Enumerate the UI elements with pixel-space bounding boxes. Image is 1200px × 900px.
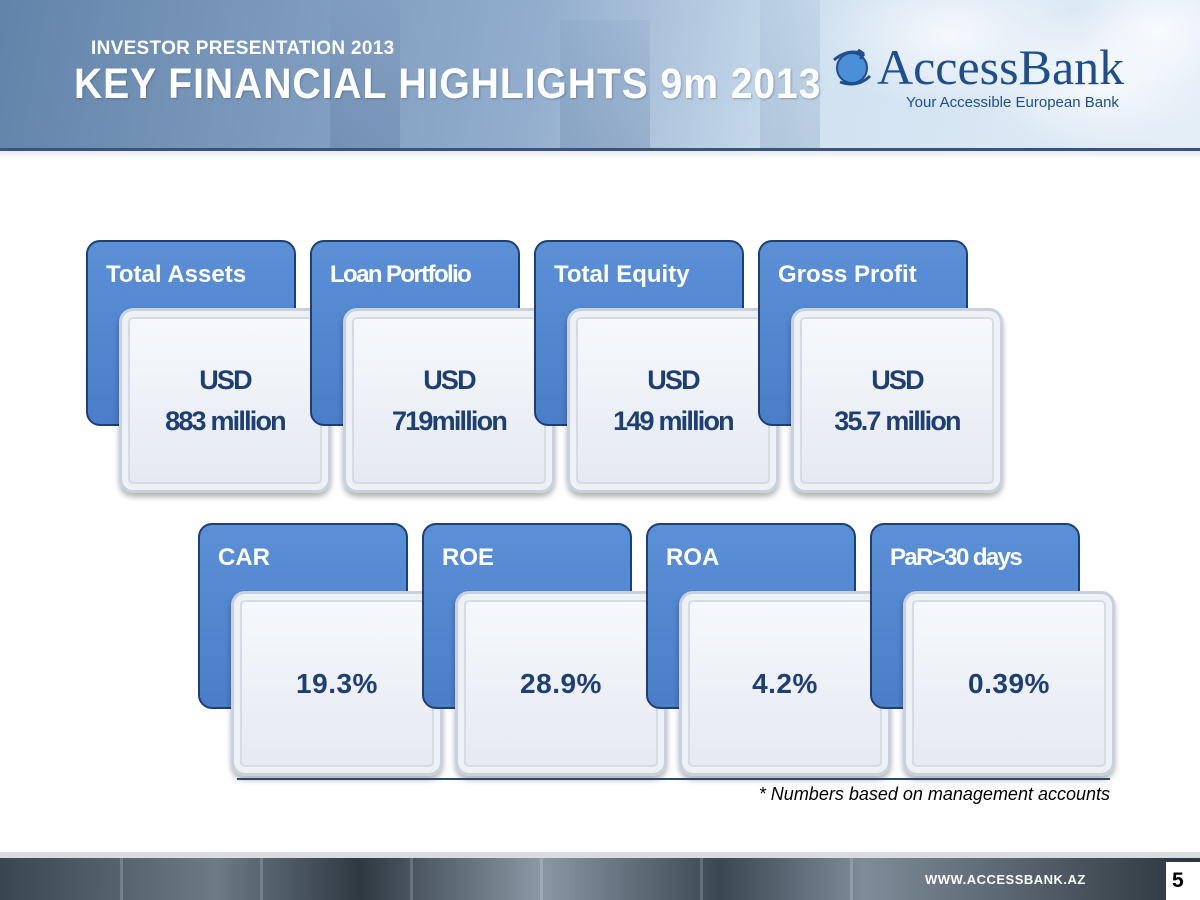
card-value-box: USD 883 million (119, 308, 331, 493)
card-value-box: 19.3% (231, 591, 443, 776)
card-currency: USD (647, 364, 700, 395)
page-title: KEY FINANCIAL HIGHLIGHTS 9m 2013 (74, 60, 822, 108)
card-value-box: USD 149 million (567, 308, 779, 493)
accessbank-logo-text: AccessBank (877, 39, 1125, 95)
footnote: * Numbers based on management accounts (758, 784, 1110, 804)
card-amount: 149 million (613, 405, 735, 436)
card-currency: USD (423, 364, 476, 395)
card-par-30-days: PaR>30 days 0.39% (870, 523, 1115, 777)
card-car: CAR 19.3% (198, 523, 443, 777)
card-amount: 883 million (165, 405, 287, 436)
card-value-box: 28.9% (455, 591, 667, 776)
card-label: PaR>30 days (890, 544, 1023, 571)
logo-tagline: Your Accessible European Bank (906, 94, 1119, 111)
card-label: ROE (442, 544, 495, 571)
card-gross-profit: Gross Profit USD 35.7 million (758, 240, 1003, 494)
presentation-supertitle: INVESTOR PRESENTATION 2013 (91, 38, 395, 59)
card-label: ROA (666, 544, 720, 571)
card-label: CAR (218, 544, 270, 571)
card-value: 4.2% (752, 667, 818, 699)
card-amount: 719million (391, 405, 508, 436)
card-value-box: 0.39% (903, 591, 1115, 776)
header-shadow (0, 151, 1200, 159)
page-number-box (1166, 862, 1200, 900)
card-total-equity: Total Equity USD 149 million (534, 240, 779, 494)
card-label: Loan Portfolio (330, 261, 472, 288)
footnote-divider (237, 778, 1110, 780)
accessbank-logo-icon (833, 48, 872, 86)
header-divider (0, 148, 1200, 151)
card-label: Total Equity (554, 261, 690, 288)
card-value-box: USD 35.7 million (791, 308, 1003, 493)
card-total-assets: Total Assets USD 883 million (86, 240, 331, 494)
card-value-box: USD 719million (343, 308, 555, 493)
card-amount: 35.7 million (834, 405, 961, 436)
card-label: Gross Profit (778, 261, 917, 288)
footer-banner (0, 852, 1200, 900)
card-value: 19.3% (296, 667, 378, 699)
card-loan-portfolio: Loan Portfolio USD 719million (310, 240, 555, 494)
page-number: 5 (1172, 869, 1184, 892)
card-label: Total Assets (106, 261, 247, 288)
card-currency: USD (871, 364, 924, 395)
footer-divider (0, 852, 1200, 858)
card-currency: USD (199, 364, 252, 395)
website-link[interactable]: WWW.ACCESSBANK.AZ (925, 872, 1086, 887)
card-value: 28.9% (520, 667, 602, 699)
card-value: 0.39% (968, 667, 1050, 699)
card-value-box: 4.2% (679, 591, 891, 776)
card-roa: ROA 4.2% (646, 523, 891, 777)
card-roe: ROE 28.9% (422, 523, 667, 777)
